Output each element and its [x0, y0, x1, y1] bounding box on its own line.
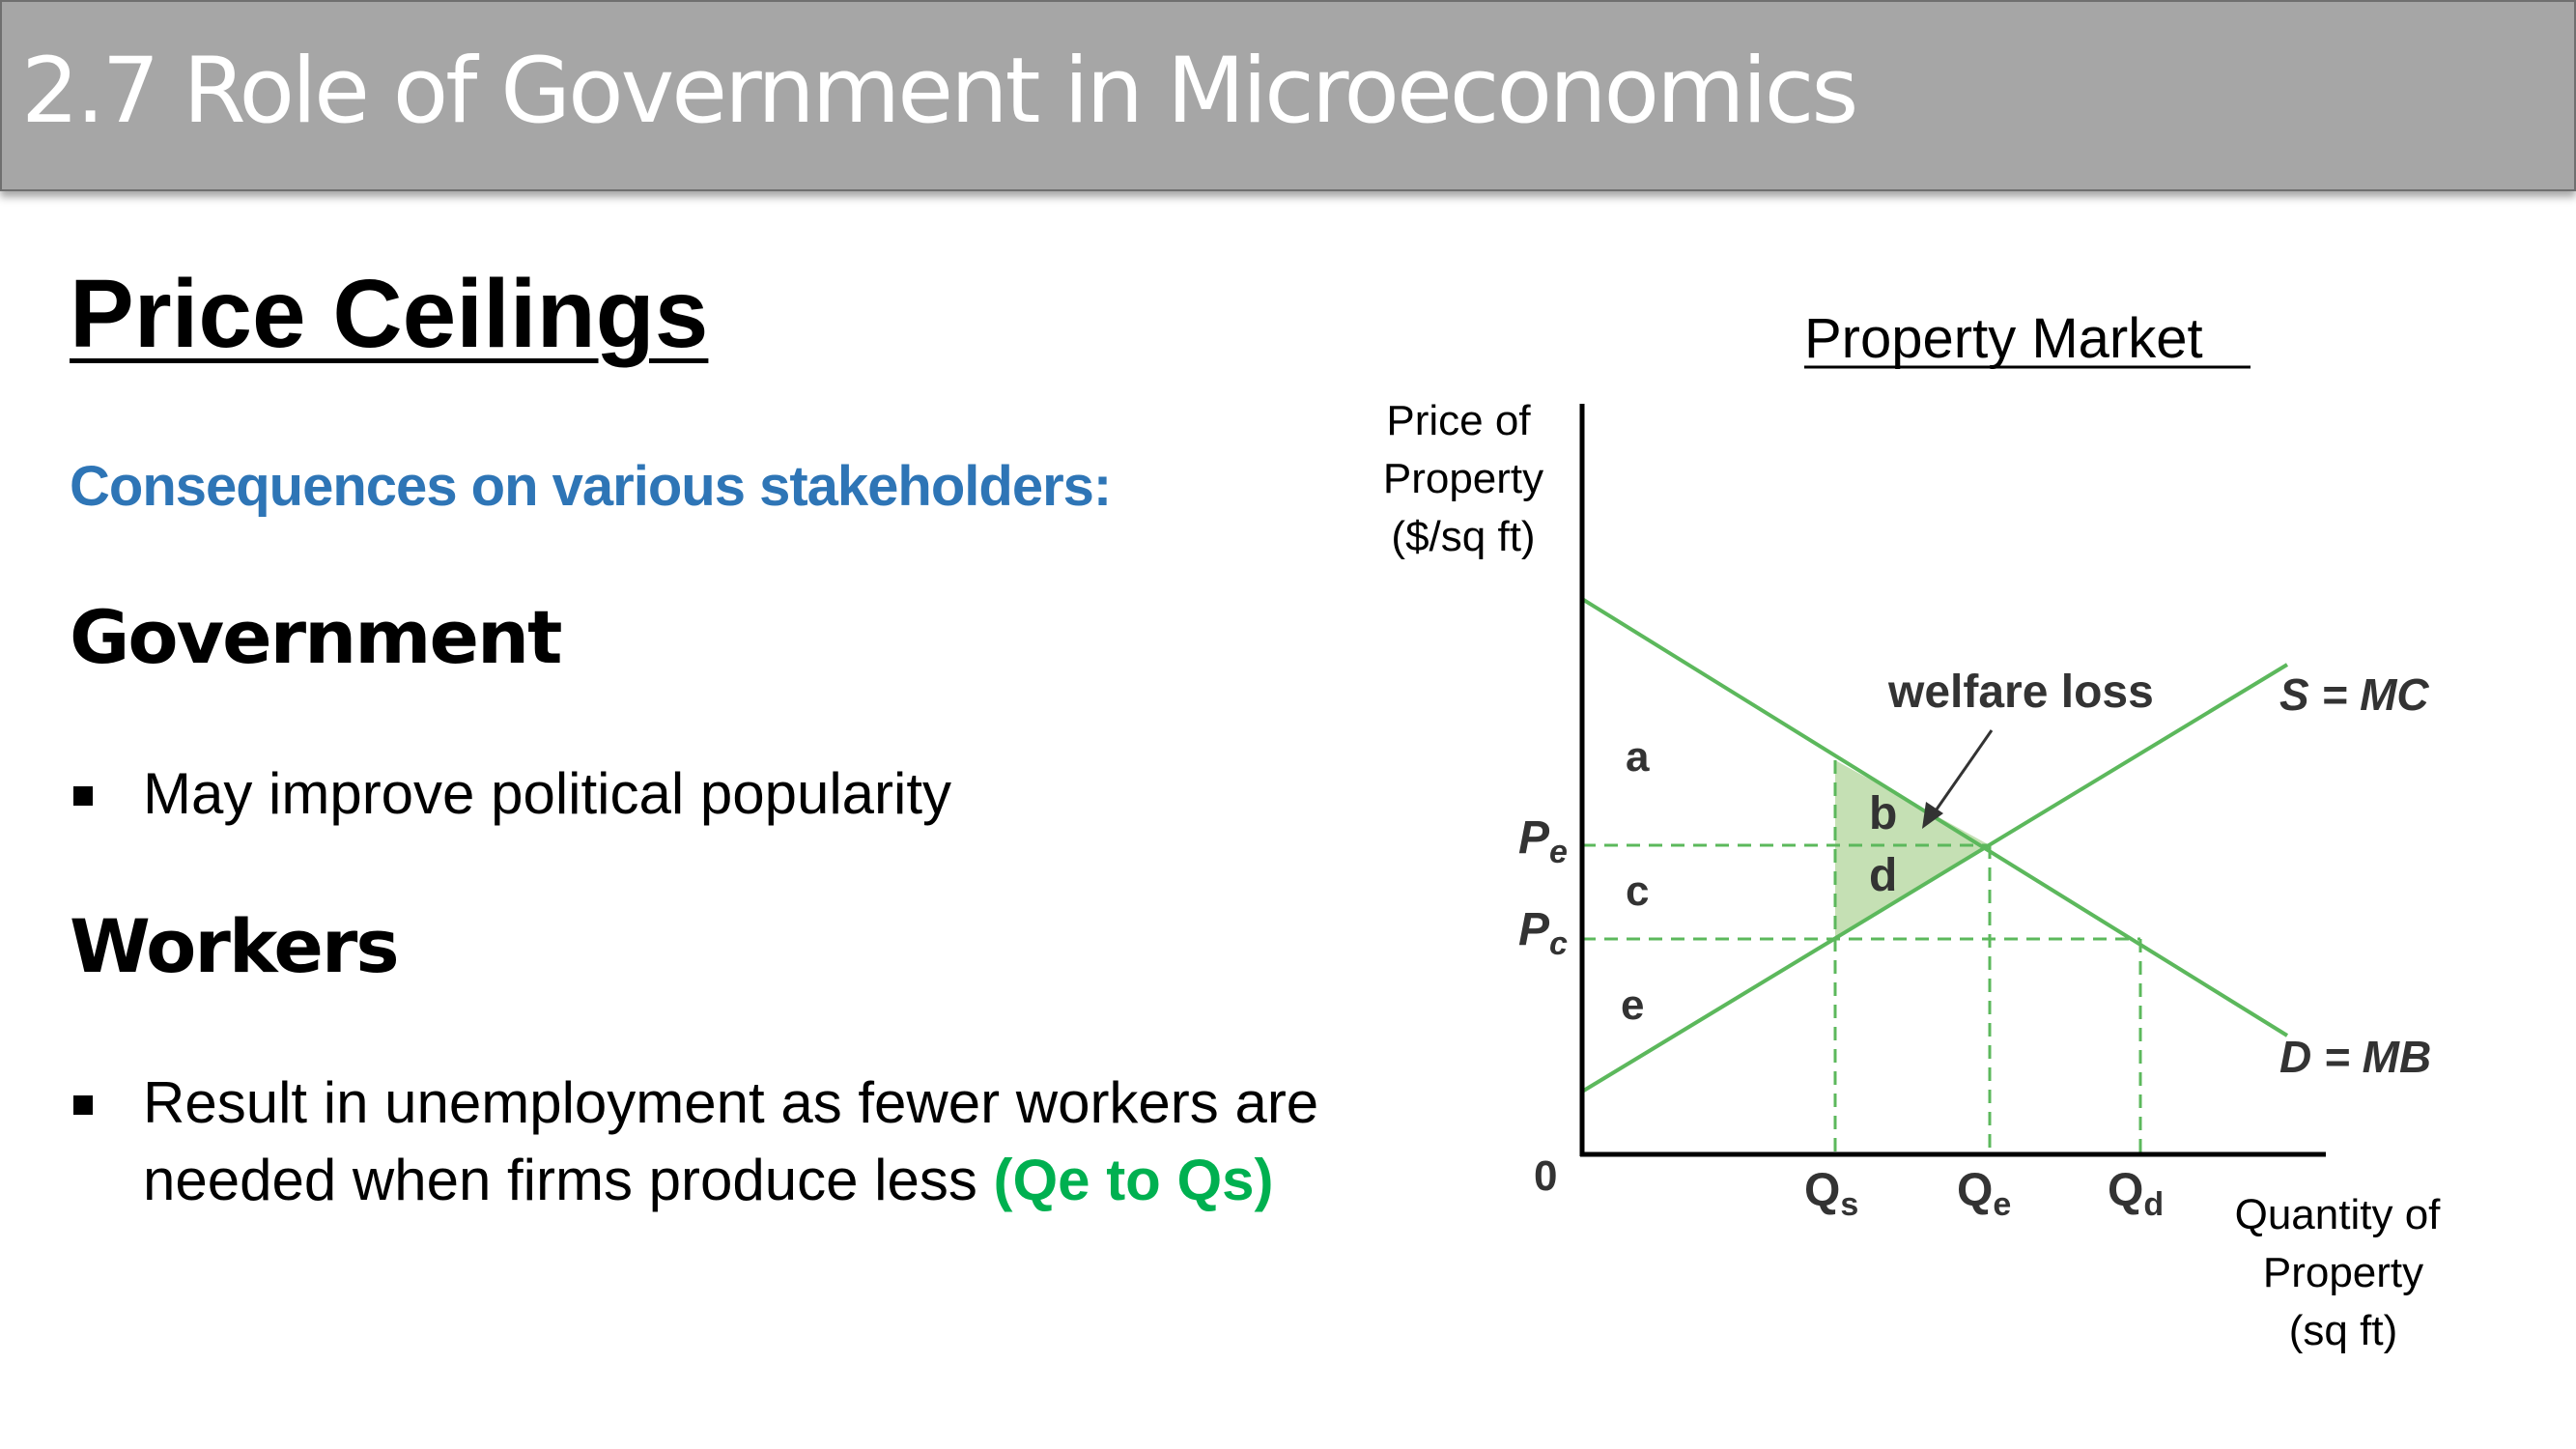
quantity-label-qs: Qs [1804, 1165, 1858, 1223]
arrow-head-icon [1922, 802, 1943, 829]
x-axis-label-line2: Property [2263, 1249, 2423, 1296]
bullet-line-2: needed when firms produce less [143, 1148, 994, 1212]
y-axis-label-line1: Price of [1386, 397, 1531, 444]
section-government-title: Government [70, 594, 562, 680]
quantity-label-qd: Qd [2108, 1165, 2164, 1223]
price-label-pc: Pc [1518, 904, 1568, 962]
slide-title: 2.7 Role of Government in Microeconomics [21, 39, 1858, 144]
x-axis-label-line3: (sq ft) [2289, 1307, 2397, 1354]
page-heading: Price Ceilings [70, 260, 709, 368]
guide-lines [1582, 760, 2142, 1154]
bullet-line-1: Result in unemployment as fewer workers … [143, 1070, 1319, 1135]
subheading: Consequences on various stakeholders: [70, 455, 1112, 518]
welfare-loss-area [1835, 760, 1990, 937]
bullet-marker [73, 786, 93, 806]
bullet-marker [73, 1095, 93, 1115]
area-e: e [1621, 981, 1644, 1029]
supply-label: S = MC [2279, 669, 2429, 720]
quantity-label-qe: Qe [1957, 1165, 2011, 1223]
bullet-text: Result in unemployment as fewer workers … [143, 1065, 1318, 1219]
highlight-qe-to-qs: (Qe to Qs) [993, 1148, 1274, 1212]
area-c: c [1626, 867, 1649, 915]
supply-curve [1580, 663, 2289, 1094]
origin-label: 0 [1534, 1152, 1557, 1200]
demand-label: D = MB [2279, 1032, 2431, 1082]
welfare-loss-label: welfare loss [1887, 667, 2154, 718]
title-bar: 2.7 Role of Government in Microeconomics [0, 0, 2576, 191]
x-axis-label-line1: Quantity of [2235, 1191, 2442, 1238]
y-axis-label-line2: Property [1383, 455, 1543, 502]
section-workers-title: Workers [70, 903, 400, 989]
area-a: a [1626, 733, 1650, 781]
bullet-text: May improve political popularity [143, 761, 952, 826]
y-axis-label-line3: ($/sq ft) [1391, 513, 1535, 560]
welfare-loss-arrow [1930, 729, 1994, 817]
area-d: d [1869, 850, 1897, 901]
diagram-title: Property Market [1804, 307, 2203, 370]
area-b: b [1869, 788, 1897, 839]
price-label-pe: Pe [1518, 812, 1568, 870]
